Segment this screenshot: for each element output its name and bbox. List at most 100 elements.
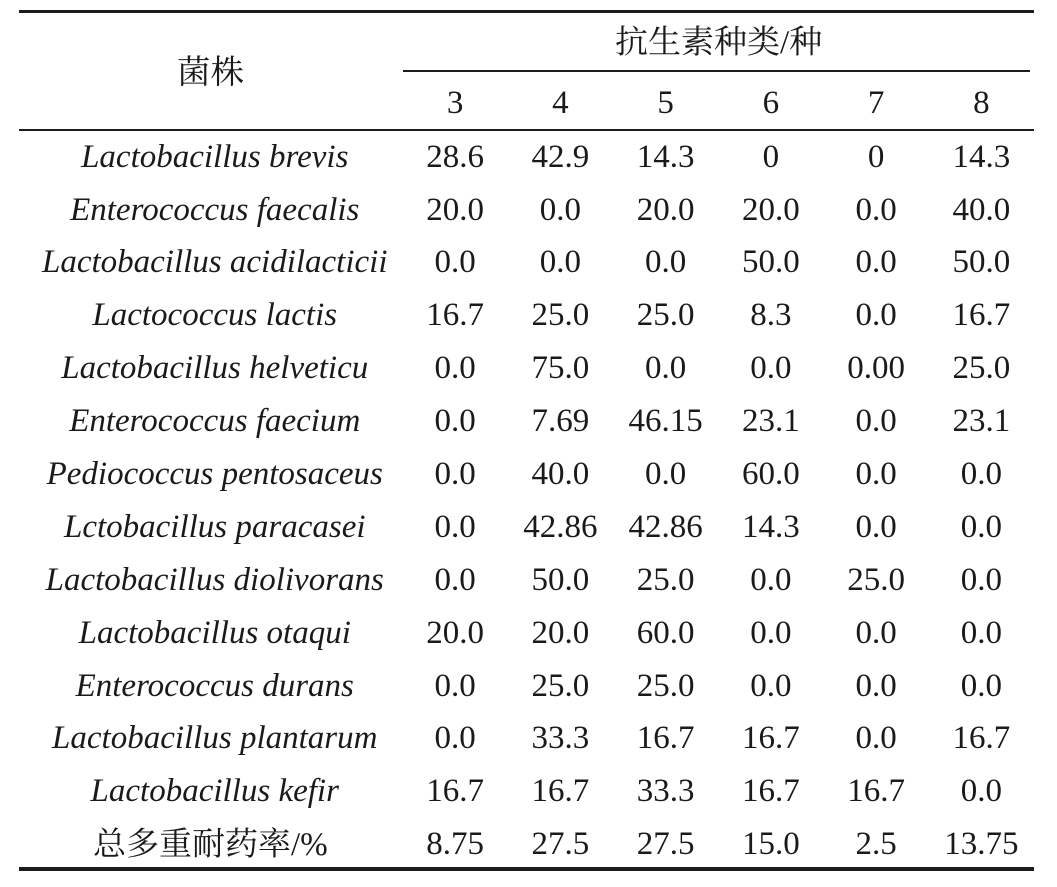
resistance-rate-cell: 28.6 <box>426 138 484 175</box>
table-row: Lactobacillus otaqui 20.0 20.0 60.0 0.0 0.0 0.… <box>19 606 1034 659</box>
column-header-count-4: 4 <box>552 84 569 121</box>
resistance-rate-cell: 0.0 <box>855 614 897 651</box>
resistance-rate-cell: 0.0 <box>960 561 1002 598</box>
resistance-rate-cell: 25.0 <box>531 297 590 334</box>
resistance-rate-cell: 0.0 <box>855 244 897 281</box>
table-row: Lactobacillus plantarum 0.0 33.3 16.7 16.7 0.… <box>19 712 1034 765</box>
resistance-rate-cell: 60.0 <box>742 456 800 493</box>
cjk-text <box>615 25 821 56</box>
resistance-rate-cell: 23.1 <box>742 403 800 440</box>
resistance-rate-cell: 50.0 <box>742 244 800 281</box>
table-row: Lactobacillus helveticu 0.0 75.0 0.0 0.0 0.00… <box>19 341 1034 394</box>
resistance-rate-cell: 40.0 <box>952 191 1011 228</box>
resistance-rate-cell: 0.0 <box>434 561 476 598</box>
row-header-strain: Lactobacillus plantarum <box>19 712 403 765</box>
resistance-rate-cell: 16.7 <box>952 297 1011 334</box>
table-row: Enterococcus faecium 0.0 7.69 46.15 23.1 0.0 2… <box>19 394 1034 447</box>
resistance-rate-cell: 20.0 <box>742 191 800 228</box>
resistance-rate-cell: 46.15 <box>628 403 703 440</box>
resistance-rate-cell: 25.0 <box>636 561 695 598</box>
resistance-rate-cell: 0.0 <box>750 350 792 387</box>
resistance-rate-cell: 16.7 <box>742 773 800 810</box>
row-header-strain: Lactococcus lactis <box>19 288 403 341</box>
column-header-antibiotic-types <box>403 13 1035 70</box>
resistance-rate-cell: 13.75 <box>944 826 1019 863</box>
resistance-rate-cell: 0.0 <box>960 456 1002 493</box>
resistance-rate-cell: 16.7 <box>847 773 905 810</box>
resistance-rate-cell: 50.0 <box>531 561 590 598</box>
row-header-strain: Enterococcus durans <box>19 659 403 712</box>
row-header-strain: Lactobacillus brevis <box>19 130 403 183</box>
column-header-count-6: 6 <box>762 84 780 121</box>
strain-name: Enterococcus durans <box>75 667 354 704</box>
table-row: Lactobacillus kefir 16.7 16.7 33.3 16.7 16.7 0… <box>19 764 1034 817</box>
resistance-rate-cell: 25.0 <box>952 350 1011 387</box>
cjk-text <box>178 54 244 86</box>
table-row: Enterococcus faecalis 20.0 0.0 20.0 20.0 0.0 4… <box>19 183 1034 236</box>
table-body: Lactobacillus brevis 28.6 42.9 14.3 0 0 14.3 En… <box>19 130 1034 870</box>
resistance-rate-cell: 20.0 <box>426 614 484 651</box>
antibiotic-count-header-row: 3 4 5 6 7 8 <box>19 70 1034 130</box>
resistance-rate-cell: 0.0 <box>434 508 476 545</box>
resistance-rate-cell: 0 <box>867 138 885 175</box>
resistance-rate-cell: 2.5 <box>855 826 897 863</box>
resistance-rate-cell: 0.0 <box>539 244 581 281</box>
header-group-row <box>19 13 1035 86</box>
resistance-rate-cell: 16.7 <box>426 297 484 334</box>
table-top-rule <box>19 9 1034 14</box>
resistance-rate-cell: 0.0 <box>960 508 1002 545</box>
strain-name: Lactobacillus otaqui <box>78 614 351 651</box>
resistance-rate-cell: 0.0 <box>855 667 897 704</box>
antibiotic-resistance-table: 3 4 5 6 7 8 Lactobacillus brevis 28.6 42.9 14.3 0… <box>19 13 1034 870</box>
resistance-rate-cell: 0.0 <box>855 508 897 545</box>
resistance-rate-cell: 20.0 <box>636 191 695 228</box>
column-header-count-3: 3 <box>446 84 464 121</box>
cjk-text <box>94 827 327 858</box>
row-header-strain: Lactobacillus diolivorans <box>19 553 403 606</box>
strain-name: Pediococcus pentosaceus <box>46 456 383 493</box>
row-header-strain: Enterococcus faecium <box>19 394 403 447</box>
resistance-rate-cell: 7.69 <box>531 403 590 440</box>
table-row: Lactobacillus diolivorans 0.0 50.0 25.0 0.0 2… <box>19 553 1034 606</box>
table-row: 8.75 27.5 27.5 15.0 2.5 13.75 <box>19 817 1034 870</box>
strain-name: Lactobacillus kefir <box>90 773 339 810</box>
table-row: Lactobacillus brevis 28.6 42.9 14.3 0 0 14.3 <box>19 130 1034 183</box>
resistance-rate-cell: 0.0 <box>855 191 897 228</box>
resistance-rate-cell: 0.0 <box>434 720 476 757</box>
resistance-rate-cell: 60.0 <box>636 614 695 651</box>
resistance-rate-cell: 16.7 <box>636 720 695 757</box>
resistance-rate-cell: 0.0 <box>434 350 476 387</box>
row-header-strain: Lactobacillus otaqui <box>19 606 403 659</box>
resistance-rate-cell: 8.3 <box>750 297 792 334</box>
resistance-rate-cell: 0.0 <box>434 456 476 493</box>
resistance-rate-cell: 0.0 <box>750 614 792 651</box>
resistance-rate-cell: 0.0 <box>960 667 1002 704</box>
row-header-strain: Lactobacillus kefir <box>19 764 403 817</box>
resistance-rate-cell: 42.86 <box>628 508 703 545</box>
resistance-rate-cell: 42.9 <box>531 138 590 175</box>
resistance-rate-cell: 42.86 <box>523 508 598 545</box>
strain-name: Enterococcus faecalis <box>70 191 360 228</box>
resistance-table: 3 4 5 6 7 8 Lactobacillus brevis 28.6 42.9 14.3 0… <box>19 0 1034 887</box>
resistance-rate-cell: 16.7 <box>426 773 484 810</box>
resistance-rate-cell: 20.0 <box>426 191 484 228</box>
strain-name: Lctobacillus paracasei <box>63 508 366 545</box>
resistance-rate-cell: 25.0 <box>531 667 590 704</box>
row-header-strain: Enterococcus faecalis <box>19 183 403 236</box>
strain-name: Lactobacillus brevis <box>81 138 349 175</box>
resistance-rate-cell: 40.0 <box>531 456 590 493</box>
strain-name: Lactococcus lactis <box>92 297 338 334</box>
resistance-rate-cell: 14.3 <box>636 138 695 175</box>
table-row: Enterococcus durans 0.0 25.0 25.0 0.0 0.0 0.0 <box>19 659 1034 712</box>
resistance-rate-cell: 0.0 <box>855 720 897 757</box>
table-bottom-rule <box>19 867 1034 871</box>
resistance-rate-cell: 0.0 <box>645 456 687 493</box>
resistance-rate-cell: 0.0 <box>645 350 687 387</box>
resistance-rate-cell: 0.0 <box>750 667 792 704</box>
resistance-rate-cell: 27.5 <box>531 826 590 863</box>
column-header-strain <box>19 13 403 130</box>
table-row: Pediococcus pentosaceus 0.0 40.0 0.0 60.0 0.0… <box>19 447 1034 500</box>
resistance-rate-cell: 0.0 <box>434 667 476 704</box>
row-header-total-mdr-rate <box>19 817 403 870</box>
